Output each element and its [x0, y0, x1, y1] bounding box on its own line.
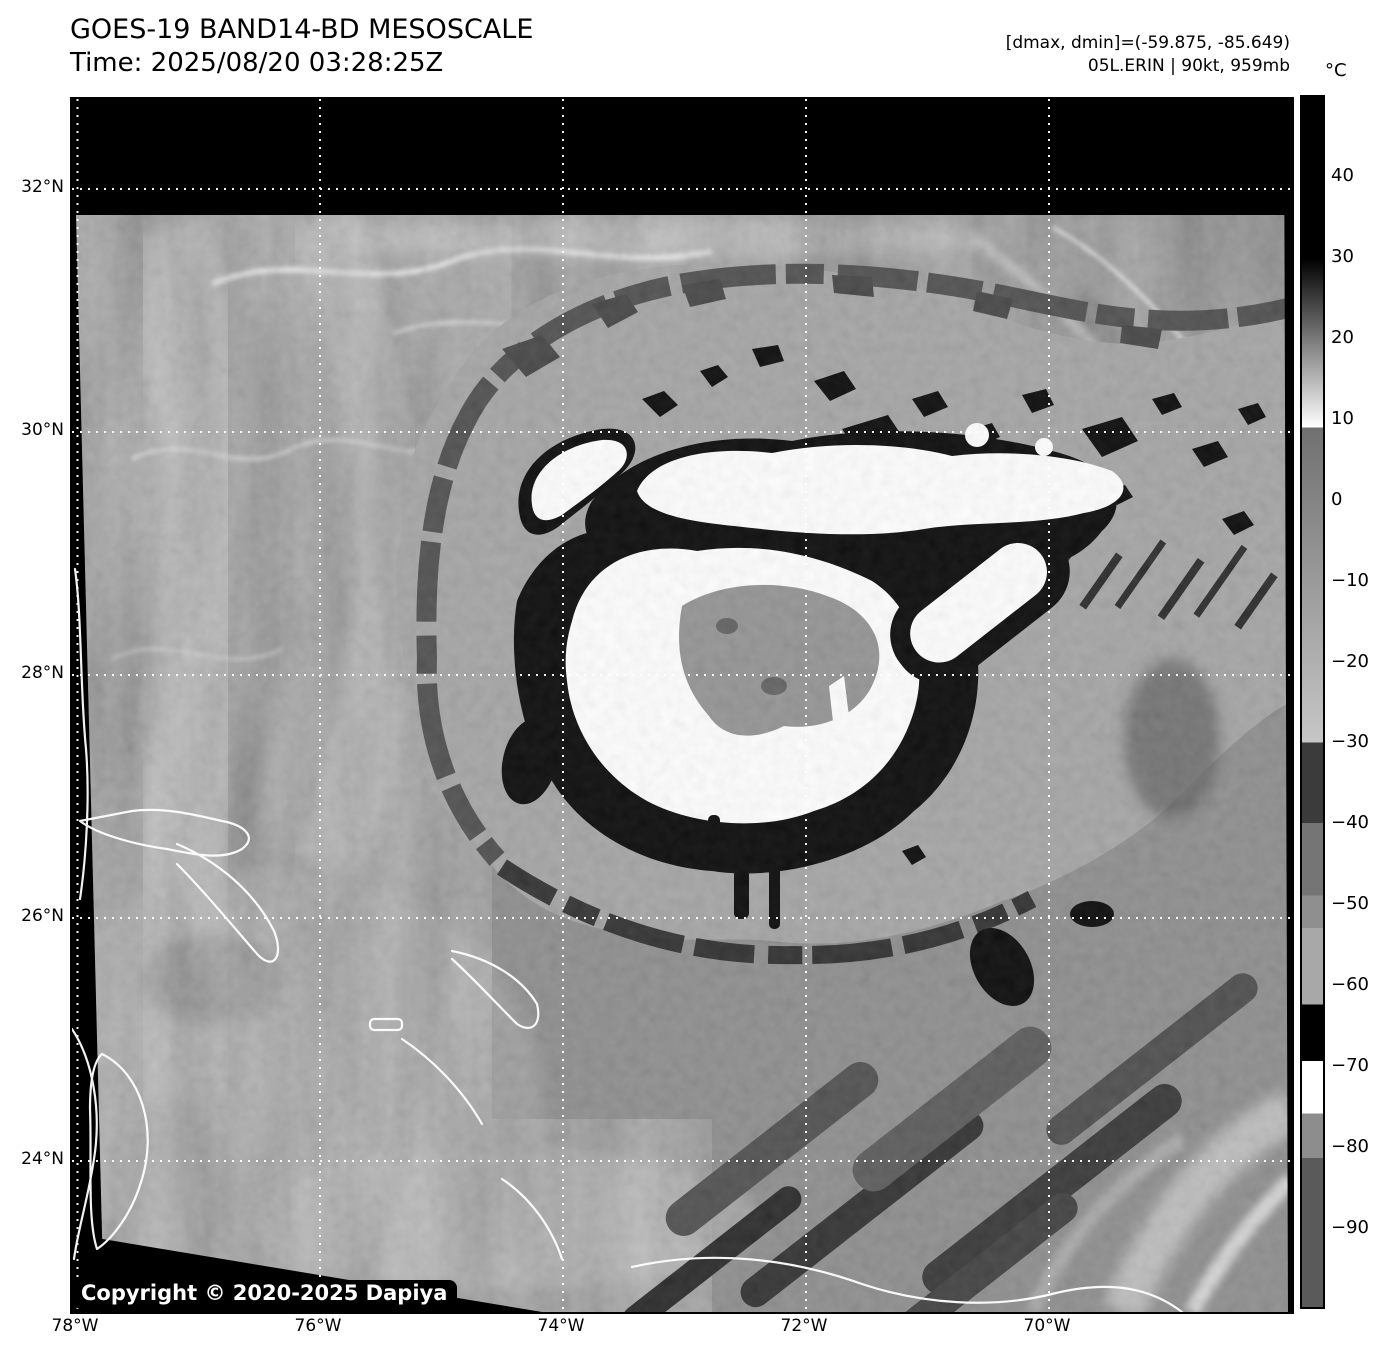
- lon-label-70w: 70°W: [1023, 1316, 1071, 1336]
- grain-overlay: [72, 99, 1292, 1312]
- cb-tick-m80: −80: [1331, 1136, 1369, 1157]
- cb-tick-m40: −40: [1331, 812, 1369, 833]
- colorbar-unit-label: °C: [1325, 60, 1347, 81]
- figure-title: GOES-19 BAND14-BD MESOSCALE: [70, 14, 534, 45]
- cb-tick-20: 20: [1331, 327, 1354, 348]
- lat-label-26n: 26°N: [21, 906, 64, 926]
- cb-tick-m60: −60: [1331, 974, 1369, 995]
- cb-tick-m90: −90: [1331, 1217, 1369, 1238]
- lon-label-78w: 78°W: [51, 1316, 99, 1336]
- storm-intensity-readout: 05L.ERIN | 90kt, 959mb: [1087, 56, 1290, 76]
- temperature-colorbar: [1300, 95, 1325, 1309]
- lon-label-72w: 72°W: [780, 1316, 828, 1336]
- satellite-map: Copyright © 2020-2025 Dapiya: [70, 97, 1294, 1314]
- cb-tick-m30: −30: [1331, 731, 1369, 752]
- cb-tick-10: 10: [1331, 408, 1354, 429]
- cb-tick-m70: −70: [1331, 1055, 1369, 1076]
- lat-label-30n: 30°N: [21, 420, 64, 440]
- cb-tick-m50: −50: [1331, 893, 1369, 914]
- no-data-top-band: [72, 99, 1292, 215]
- figure-info-block: [dmax, dmin]=(-59.875, -85.649) 05L.ERIN…: [1006, 32, 1290, 78]
- lon-label-74w: 74°W: [537, 1316, 585, 1336]
- cb-tick-40: 40: [1331, 165, 1354, 186]
- graticule: [72, 99, 1292, 1312]
- lat-label-24n: 24°N: [21, 1149, 64, 1169]
- lat-label-32n: 32°N: [21, 177, 64, 197]
- coastlines: [72, 567, 1184, 1312]
- cb-tick-30: 30: [1331, 246, 1354, 267]
- dmax-dmin-readout: [dmax, dmin]=(-59.875, -85.649): [1005, 33, 1290, 53]
- figure-timestamp: Time: 2025/08/20 03:28:25Z: [70, 48, 444, 78]
- cb-tick-m20: −20: [1331, 651, 1369, 672]
- lat-label-28n: 28°N: [21, 663, 64, 683]
- lon-label-76w: 76°W: [294, 1316, 342, 1336]
- copyright-badge: Copyright © 2020-2025 Dapiya: [73, 1280, 458, 1309]
- cb-tick-m10: −10: [1331, 570, 1369, 591]
- satellite-scene: [72, 99, 1292, 1312]
- cb-tick-0: 0: [1331, 489, 1343, 510]
